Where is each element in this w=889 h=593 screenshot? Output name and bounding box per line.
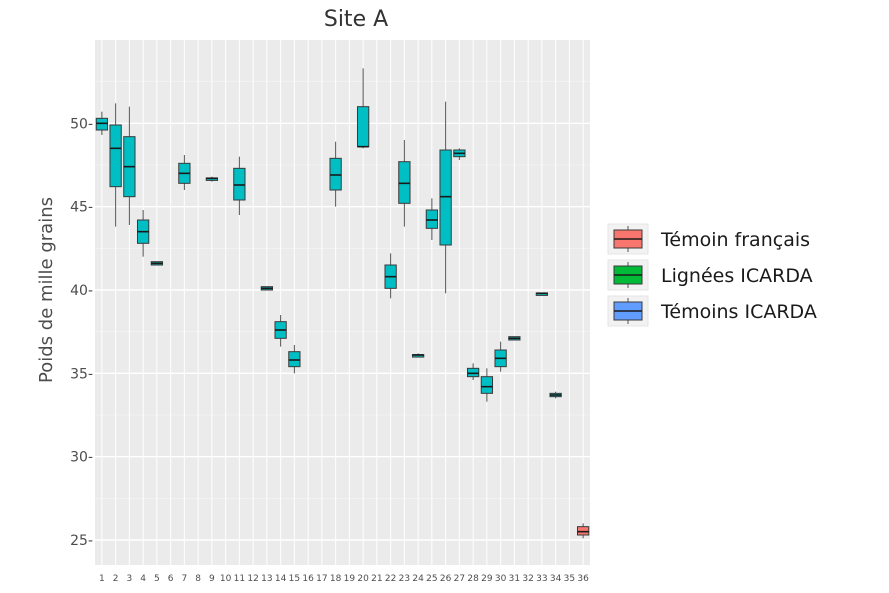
x-tick-label: 16 bbox=[302, 574, 314, 584]
box-13 bbox=[260, 286, 274, 291]
x-tick-label: 18 bbox=[330, 574, 342, 584]
x-tick-label: 15 bbox=[289, 574, 300, 584]
box-body bbox=[233, 167, 246, 201]
box-body bbox=[439, 149, 452, 246]
box-body bbox=[466, 367, 480, 378]
x-tick-label: 13 bbox=[261, 574, 272, 584]
x-tick-label: 30 bbox=[495, 574, 507, 584]
y-tick-label: 45- bbox=[70, 200, 93, 216]
y-tick-label: 25- bbox=[70, 533, 93, 549]
x-tick-label: 12 bbox=[247, 574, 258, 584]
box-4 bbox=[136, 210, 150, 257]
x-tick-label: 31 bbox=[509, 574, 520, 584]
x-tick-label: 19 bbox=[344, 574, 356, 584]
x-tick-label: 29 bbox=[481, 574, 493, 584]
x-tick-label: 36 bbox=[577, 574, 589, 584]
x-tick-label: 9 bbox=[209, 574, 215, 584]
y-axis-label: Poids de mille grains bbox=[36, 197, 57, 383]
box-7 bbox=[178, 155, 191, 190]
box-20 bbox=[356, 68, 370, 149]
x-tick-label: 33 bbox=[536, 574, 547, 584]
y-tick-label: 50- bbox=[70, 116, 93, 132]
box-24 bbox=[411, 353, 425, 358]
boxes bbox=[95, 68, 590, 539]
box-body bbox=[356, 106, 370, 148]
box-27 bbox=[453, 148, 466, 160]
y-ticks: 25- 30- 35- 40- 45- 50- bbox=[70, 116, 93, 549]
box-25 bbox=[425, 198, 439, 240]
box-3 bbox=[123, 106, 136, 225]
x-tick-label: 14 bbox=[275, 574, 287, 584]
x-tick-label: 7 bbox=[182, 574, 188, 584]
x-tick-label: 5 bbox=[154, 574, 160, 584]
box-15 bbox=[288, 345, 301, 374]
box-36 bbox=[576, 523, 590, 539]
box-28 bbox=[466, 363, 480, 380]
box-body bbox=[288, 351, 301, 368]
box-body bbox=[425, 209, 439, 229]
legend-label: Lignées ICARDA bbox=[661, 265, 813, 287]
box-body bbox=[95, 117, 109, 131]
x-tick-label: 10 bbox=[220, 574, 232, 584]
box-9 bbox=[205, 176, 219, 182]
box-1 bbox=[95, 111, 109, 135]
x-tick-label: 6 bbox=[168, 574, 174, 584]
x-tick-label: 11 bbox=[234, 574, 245, 584]
box-2 bbox=[109, 103, 122, 227]
x-tick-label: 21 bbox=[371, 574, 382, 584]
x-tick-label: 32 bbox=[522, 574, 533, 584]
x-tick-label: 27 bbox=[454, 574, 465, 584]
box-body bbox=[398, 161, 411, 204]
box-26 bbox=[439, 101, 452, 294]
x-tick-label: 8 bbox=[195, 574, 201, 584]
box-body bbox=[480, 376, 494, 394]
legend-label: Témoin français bbox=[660, 229, 810, 251]
x-tick-label: 4 bbox=[140, 574, 146, 584]
x-tick-label: 24 bbox=[412, 574, 424, 584]
legend: Témoin français Lignées ICARDA Témoins ICA… bbox=[604, 218, 866, 340]
x-tick-label: 35 bbox=[564, 574, 575, 584]
box-30 bbox=[494, 341, 507, 372]
y-tick-label: 30- bbox=[70, 450, 93, 466]
legend-label: Témoins ICARDA bbox=[660, 301, 817, 323]
box-body bbox=[329, 157, 342, 191]
x-tick-label: 1 bbox=[99, 574, 105, 584]
box-34 bbox=[549, 391, 562, 399]
x-tick-label: 22 bbox=[385, 574, 396, 584]
box-29 bbox=[480, 368, 494, 402]
x-tick-label: 17 bbox=[316, 574, 327, 584]
x-tick-label: 23 bbox=[399, 574, 410, 584]
box-33 bbox=[535, 292, 549, 296]
x-tick-label: 34 bbox=[550, 574, 562, 584]
plot-panel bbox=[95, 40, 590, 565]
grid-lines bbox=[95, 40, 590, 565]
box-18 bbox=[329, 141, 342, 207]
x-tick-label: 20 bbox=[357, 574, 369, 584]
x-tick-label: 2 bbox=[113, 574, 119, 584]
box-body bbox=[109, 124, 122, 188]
box-23 bbox=[398, 140, 411, 227]
y-tick-label: 40- bbox=[70, 283, 93, 299]
y-tick-label: 35- bbox=[70, 366, 93, 382]
box-body bbox=[576, 526, 590, 536]
x-tick-label: 25 bbox=[426, 574, 437, 584]
chart-title: Site A bbox=[324, 7, 388, 32]
box-14 bbox=[274, 315, 287, 347]
x-ticks: 1 2 3 4 5 6 7 8 9 10 11 12 13 14 15 16 17 18 19 20 21 22 23 24 2… bbox=[99, 574, 589, 584]
box-22 bbox=[384, 253, 397, 299]
box-31 bbox=[508, 336, 521, 341]
x-tick-label: 26 bbox=[440, 574, 452, 584]
x-tick-label: 28 bbox=[467, 574, 479, 584]
x-tick-label: 3 bbox=[127, 574, 133, 584]
box-5 bbox=[150, 261, 164, 266]
box-11 bbox=[233, 156, 246, 215]
